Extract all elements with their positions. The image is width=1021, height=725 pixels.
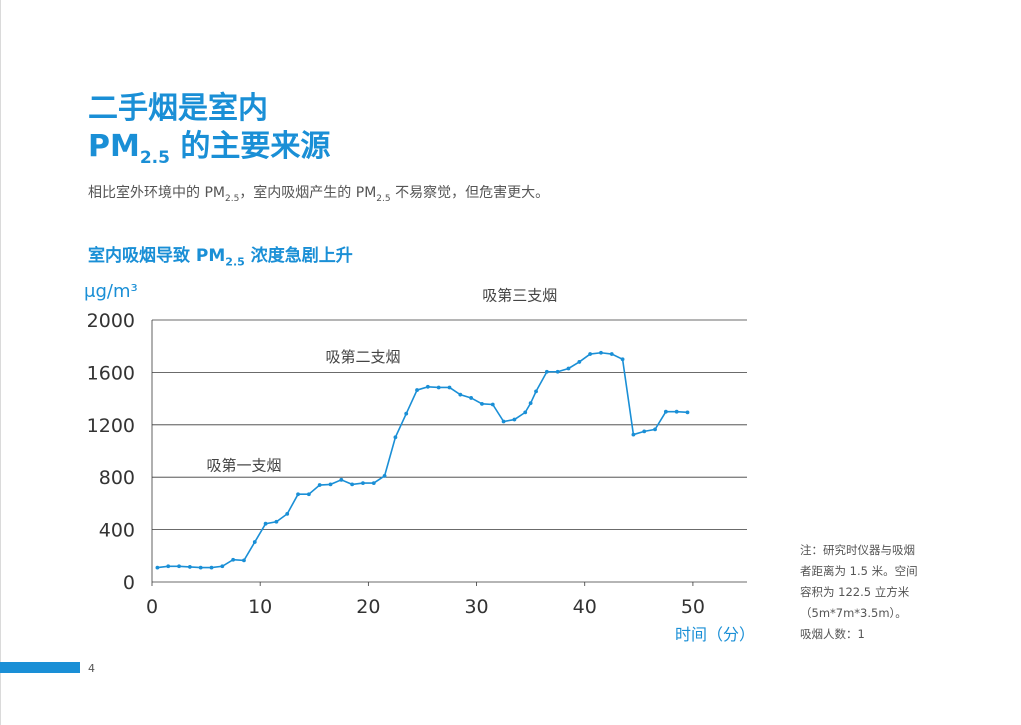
subtitle-part3: 不易察觉，但危害更大。 bbox=[390, 185, 550, 201]
y-axis-label: μg/m³ bbox=[84, 281, 138, 302]
chart-note: 注：研究时仪器与吸烟 者距离为 1.5 米。空间 容积为 122.5 立方米 （… bbox=[800, 540, 945, 645]
note-line5: 吸烟人数：1 bbox=[800, 627, 865, 641]
data-point bbox=[339, 477, 344, 482]
data-point bbox=[631, 432, 636, 437]
data-point bbox=[566, 366, 571, 371]
data-point bbox=[382, 473, 387, 478]
data-point bbox=[317, 483, 322, 487]
data-point bbox=[490, 402, 495, 407]
title-pm: PM bbox=[88, 129, 140, 164]
x-tick-label-10: 10 bbox=[248, 596, 272, 618]
page-title: 二手烟是室内 PM2.5 的主要来源 bbox=[88, 90, 330, 177]
data-point bbox=[198, 565, 203, 570]
data-point bbox=[480, 401, 484, 406]
y-tick-label-1200: 1200 bbox=[87, 415, 135, 437]
data-point bbox=[469, 396, 474, 400]
data-point bbox=[306, 492, 311, 497]
page-subtitle: 相比室外环境中的 PM2.5，室内吸烟产生的 PM2.5 不易察觉，但危害更大。 bbox=[88, 182, 549, 204]
data-point bbox=[523, 410, 528, 415]
data-point bbox=[642, 429, 647, 434]
annotation-2: 吸第二支烟 bbox=[325, 348, 400, 366]
page-title-line1: 二手烟是室内 bbox=[88, 91, 268, 126]
data-point bbox=[220, 564, 225, 569]
data-point bbox=[674, 409, 679, 414]
note-line2: 者距离为 1.5 米。空间 bbox=[800, 564, 918, 578]
chart-tick-labels: 0 400 800 1200 1600 2000 0 10 20 30 40 50 bbox=[87, 310, 705, 618]
data-point bbox=[274, 519, 279, 524]
data-point bbox=[361, 481, 365, 485]
page-number-bar bbox=[0, 662, 80, 673]
data-point bbox=[685, 410, 690, 415]
data-point bbox=[252, 540, 257, 544]
data-point bbox=[577, 360, 582, 364]
data-point bbox=[242, 558, 246, 563]
y-tick-label-1600: 1600 bbox=[87, 362, 135, 384]
x-tick-label-40: 40 bbox=[573, 596, 597, 618]
y-tick-label-800: 800 bbox=[99, 467, 135, 489]
note-line3: 容积为 122.5 立方米 bbox=[800, 585, 910, 599]
y-tick-label-400: 400 bbox=[99, 520, 135, 542]
title-pm-subscript: 2.5 bbox=[139, 148, 170, 168]
data-point bbox=[415, 388, 419, 392]
data-point bbox=[458, 392, 463, 397]
data-point bbox=[555, 369, 560, 374]
x-tick-label-20: 20 bbox=[356, 596, 380, 618]
data-point bbox=[544, 369, 549, 374]
data-point bbox=[534, 389, 538, 394]
data-point bbox=[393, 435, 398, 440]
data-point bbox=[404, 411, 409, 416]
note-line1: 注：研究时仪器与吸烟 bbox=[800, 543, 915, 557]
annotation-3: 吸第三支烟 bbox=[482, 286, 557, 304]
data-point bbox=[296, 492, 300, 497]
subtitle-part2: ，室内吸烟产生的 PM bbox=[239, 185, 377, 201]
data-point bbox=[166, 564, 171, 569]
chart-axes bbox=[151, 320, 747, 586]
page-edge-rule bbox=[0, 0, 1, 725]
data-point bbox=[447, 385, 452, 390]
data-point bbox=[663, 409, 668, 414]
chart-title: 室内吸烟导致 PM2.5 浓度急剧上升 bbox=[88, 241, 353, 268]
chart-title-part2: 浓度急剧上升 bbox=[244, 246, 353, 266]
y-tick-label-0: 0 bbox=[123, 572, 135, 594]
subtitle-sub1: 2.5 bbox=[224, 193, 240, 204]
page-title-line2: PM2.5 的主要来源 bbox=[88, 128, 330, 177]
y-tick-label-2000: 2000 bbox=[87, 310, 135, 332]
data-point bbox=[371, 481, 376, 485]
data-point bbox=[528, 401, 533, 406]
data-point bbox=[350, 482, 355, 487]
data-point bbox=[285, 511, 290, 516]
subtitle-part1: 相比室外环境中的 PM bbox=[88, 185, 225, 201]
chart-series bbox=[155, 350, 690, 570]
data-point bbox=[177, 564, 181, 569]
data-point bbox=[620, 357, 625, 362]
data-point bbox=[501, 419, 506, 424]
x-tick-label-0: 0 bbox=[146, 596, 158, 618]
note-line4: （5m*7m*3.5m）。 bbox=[800, 606, 907, 620]
x-tick-label-50: 50 bbox=[681, 596, 705, 618]
data-point bbox=[155, 565, 160, 570]
chart-title-subscript: 2.5 bbox=[225, 255, 245, 269]
subtitle-sub2: 2.5 bbox=[376, 193, 391, 204]
data-point bbox=[512, 417, 517, 422]
data-point bbox=[263, 521, 268, 526]
annotation-1: 吸第一支烟 bbox=[206, 457, 281, 475]
data-point bbox=[588, 352, 593, 356]
data-point bbox=[425, 384, 430, 389]
data-point bbox=[599, 350, 603, 355]
data-point bbox=[436, 385, 441, 390]
chart-grid bbox=[152, 319, 747, 530]
x-axis-label: 时间（分） bbox=[675, 625, 755, 644]
data-point bbox=[209, 565, 214, 570]
data-point bbox=[653, 427, 657, 432]
data-point bbox=[231, 557, 236, 562]
x-tick-label-30: 30 bbox=[464, 596, 488, 618]
data-point bbox=[187, 565, 192, 569]
data-point bbox=[328, 482, 333, 487]
data-point bbox=[609, 352, 614, 356]
chart-annotations: 吸第一支烟 吸第二支烟 吸第三支烟 bbox=[206, 286, 557, 474]
page-number: 4 bbox=[88, 662, 95, 675]
chart-title-part1: 室内吸烟导致 PM bbox=[88, 246, 226, 266]
title-rest: 的主要来源 bbox=[169, 129, 331, 164]
